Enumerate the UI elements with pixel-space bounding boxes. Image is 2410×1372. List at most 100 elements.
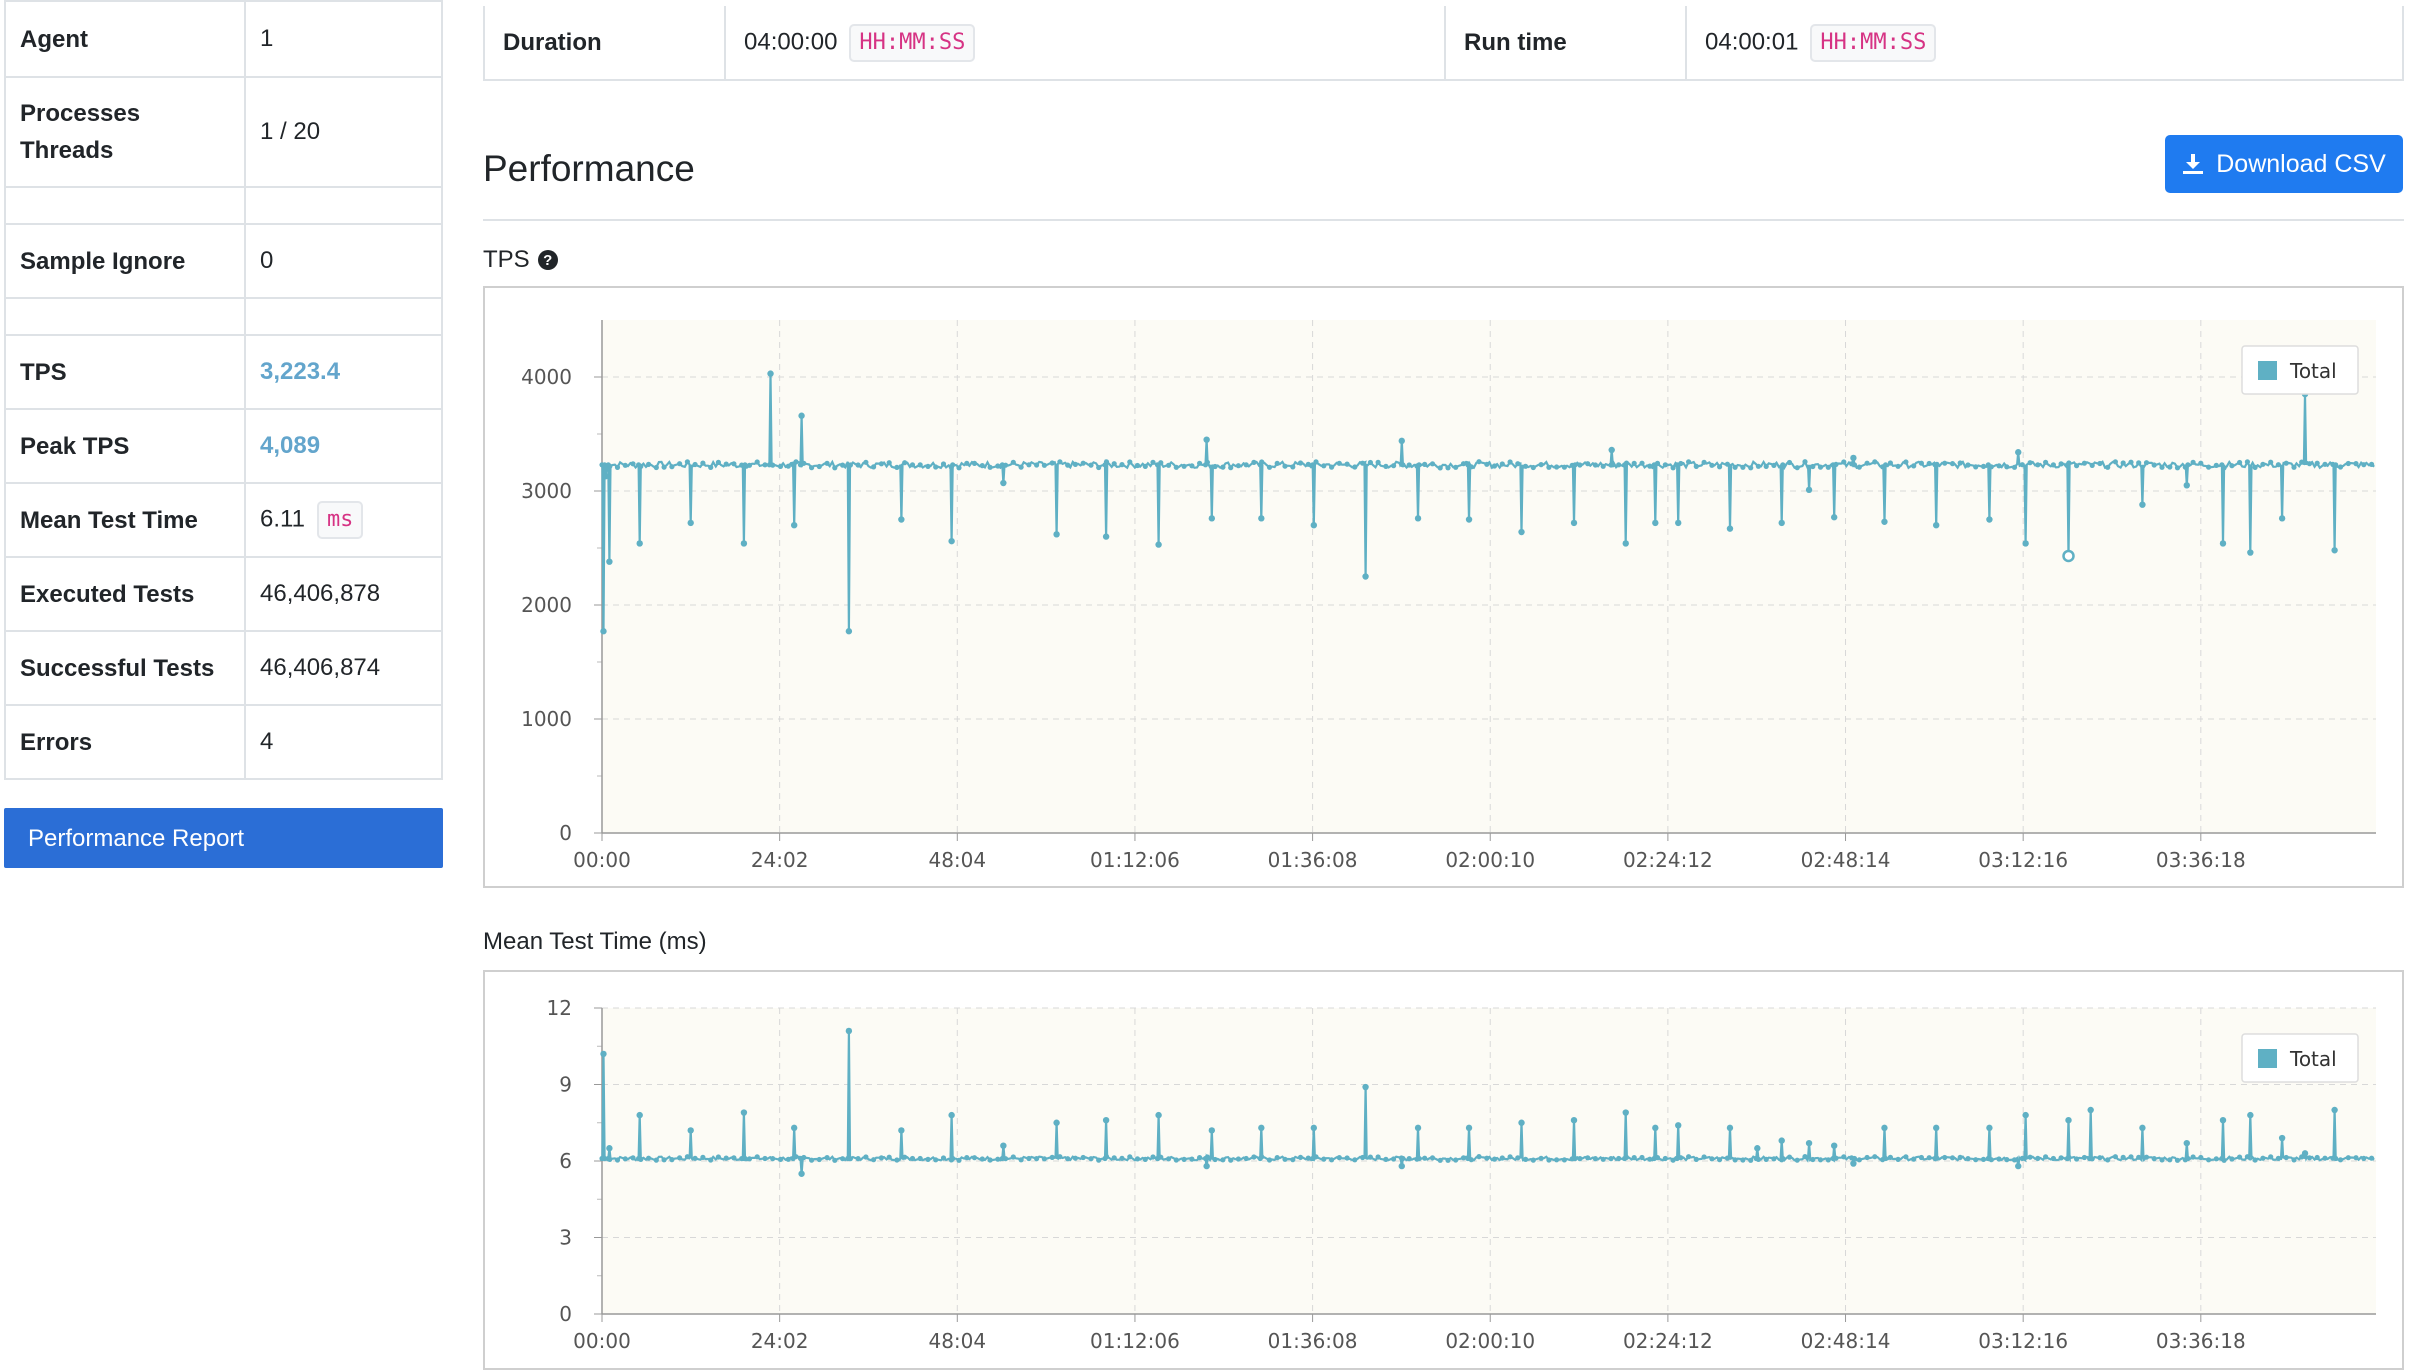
data-point bbox=[1841, 1154, 1847, 1160]
data-point bbox=[1932, 1124, 1940, 1132]
duration-cell: 04:00:00 HH:MM:SS bbox=[724, 6, 1446, 81]
data-point bbox=[2369, 461, 2375, 467]
data-point bbox=[2089, 1156, 2095, 1162]
data-point bbox=[2314, 460, 2320, 466]
peak-tps-value-link[interactable]: 4,089 bbox=[244, 408, 443, 484]
y-tick-label: 9 bbox=[559, 1073, 572, 1097]
y-tick-label: 4000 bbox=[521, 365, 572, 389]
data-point bbox=[2369, 1155, 2375, 1161]
data-point bbox=[1949, 1155, 1956, 1161]
data-point bbox=[2112, 1154, 2118, 1160]
data-point bbox=[1336, 460, 1342, 466]
data-point bbox=[2120, 1154, 2126, 1160]
tps-value-link[interactable]: 3,223.4 bbox=[244, 334, 443, 410]
data-point bbox=[863, 1154, 869, 1160]
data-point bbox=[2306, 1155, 2313, 1161]
data-point bbox=[785, 1156, 791, 1162]
data-point bbox=[1754, 1145, 1761, 1152]
data-point bbox=[1102, 1117, 1110, 1124]
errors-label: Errors bbox=[4, 704, 246, 780]
data-point bbox=[1208, 515, 1216, 522]
data-point bbox=[1398, 437, 1405, 445]
data-point bbox=[2275, 462, 2281, 468]
data-point bbox=[2035, 1155, 2041, 1161]
data-point bbox=[1755, 1156, 1761, 1162]
data-point bbox=[777, 463, 784, 469]
data-point bbox=[1212, 463, 1218, 470]
data-point bbox=[1530, 1157, 1536, 1163]
data-point bbox=[979, 1156, 985, 1162]
data-point bbox=[1686, 1154, 1692, 1160]
x-tick-label: 24:02 bbox=[751, 848, 809, 872]
data-point bbox=[1825, 464, 1831, 470]
data-point bbox=[2198, 460, 2204, 466]
data-point bbox=[1429, 461, 1436, 467]
data-point bbox=[1053, 531, 1060, 538]
data-point bbox=[2278, 1134, 2286, 1142]
data-point bbox=[1817, 1157, 1824, 1163]
successful-tests-value: 46,406,874 bbox=[244, 630, 443, 706]
data-point bbox=[1988, 1157, 1994, 1163]
data-point bbox=[1883, 462, 1889, 468]
data-point bbox=[669, 1157, 675, 1163]
data-point bbox=[1755, 463, 1761, 469]
data-point bbox=[2087, 1106, 2094, 1114]
data-point bbox=[1414, 515, 1422, 522]
data-point bbox=[940, 461, 947, 467]
data-point bbox=[793, 1154, 799, 1160]
data-point bbox=[2322, 1155, 2328, 1161]
data-point bbox=[2050, 462, 2056, 468]
data-point bbox=[1400, 1155, 1406, 1162]
data-point bbox=[1654, 460, 1661, 466]
data-point bbox=[630, 1155, 636, 1161]
data-point bbox=[1608, 446, 1615, 454]
data-point bbox=[832, 465, 838, 471]
data-point bbox=[1662, 1155, 1668, 1162]
data-point bbox=[1484, 1155, 1490, 1161]
data-point bbox=[898, 516, 905, 523]
data-point bbox=[790, 522, 798, 529]
data-point bbox=[1362, 573, 1369, 580]
data-point bbox=[614, 1157, 621, 1163]
data-point bbox=[1367, 1154, 1373, 1160]
data-point bbox=[1057, 459, 1063, 465]
data-point bbox=[1065, 1156, 1071, 1162]
data-point bbox=[762, 1155, 768, 1162]
x-tick-label: 03:12:16 bbox=[1978, 848, 2068, 872]
data-point bbox=[1367, 459, 1373, 466]
data-point bbox=[700, 1154, 706, 1160]
performance-report-button[interactable]: Performance Report bbox=[4, 808, 443, 868]
data-point bbox=[1662, 462, 1668, 468]
data-point bbox=[1585, 461, 1591, 467]
data-point bbox=[2306, 461, 2313, 467]
data-point bbox=[956, 465, 962, 471]
data-point bbox=[1518, 528, 1525, 536]
data-point bbox=[1592, 462, 1598, 468]
spacer-cell bbox=[4, 186, 246, 225]
data-point bbox=[2128, 459, 2134, 465]
data-point bbox=[1600, 1156, 1606, 1162]
data-point bbox=[886, 1154, 892, 1160]
data-point bbox=[2105, 1157, 2111, 1163]
data-point bbox=[1810, 463, 1816, 470]
data-point bbox=[1523, 463, 1529, 469]
data-point bbox=[2151, 1156, 2157, 1162]
data-point bbox=[1670, 1157, 1676, 1163]
data-point bbox=[2022, 1111, 2029, 1119]
help-icon[interactable]: ? bbox=[537, 250, 558, 270]
tps-chart-title: TPS ? bbox=[483, 246, 558, 274]
data-point bbox=[1592, 1156, 1598, 1162]
y-tick-label: 1000 bbox=[521, 707, 572, 731]
data-point bbox=[767, 370, 774, 377]
download-csv-button[interactable]: Download CSV bbox=[2165, 135, 2403, 193]
data-point bbox=[1518, 1119, 1525, 1126]
data-point bbox=[1103, 1154, 1110, 1160]
runtime-format-badge: HH:MM:SS bbox=[1810, 23, 1937, 62]
data-point bbox=[1313, 459, 1319, 465]
data-point bbox=[1918, 1154, 1924, 1161]
data-point bbox=[2237, 459, 2243, 466]
runtime-label: Run time bbox=[1444, 6, 1687, 81]
data-point bbox=[1732, 464, 1738, 470]
x-tick-label: 00:00 bbox=[573, 1329, 631, 1353]
data-point bbox=[607, 1156, 613, 1162]
